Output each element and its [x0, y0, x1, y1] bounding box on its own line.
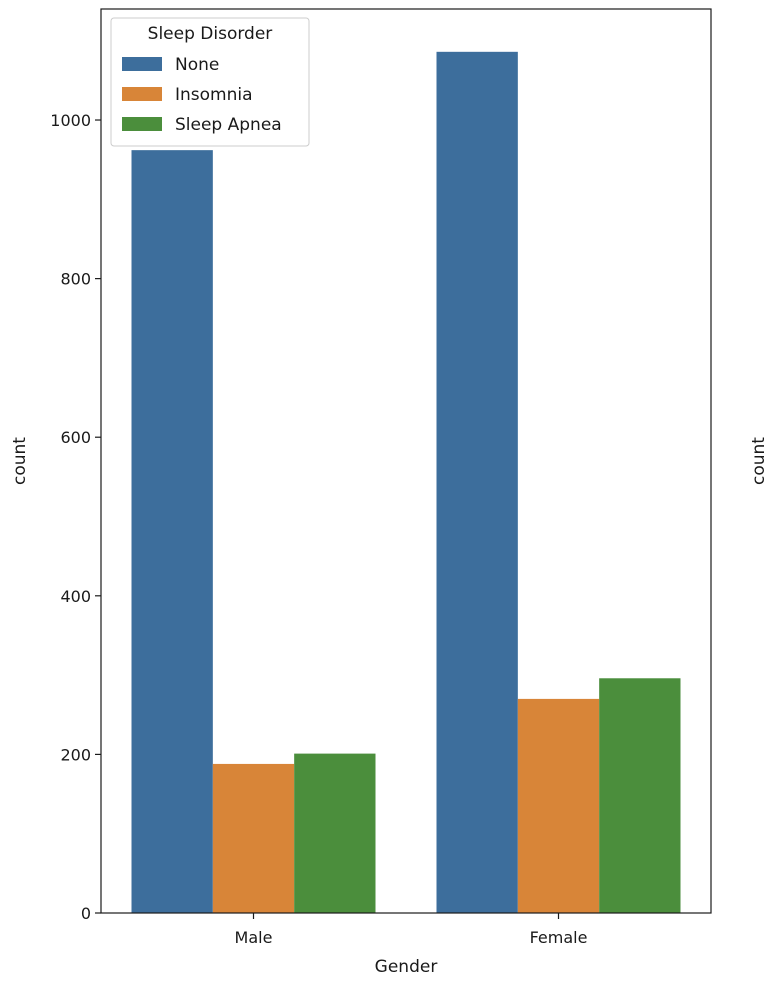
y-tick-label: 400 [60, 587, 91, 606]
x-axis-label: Gender [375, 957, 438, 977]
legend-label: Sleep Apnea [175, 115, 282, 135]
y-axis-ticks: 0 200 400 600 800 1000 [50, 111, 101, 923]
second-panel-y-axis-label: count [749, 437, 766, 485]
x-tick-label: Male [235, 928, 273, 947]
x-tick-label: Female [530, 928, 588, 947]
legend-swatch [122, 117, 162, 131]
bar-male-sleep-apnea [294, 753, 376, 913]
legend: Sleep Disorder None Insomnia Sleep Apnea [110, 17, 310, 147]
legend-label: None [175, 55, 219, 75]
y-tick-label: 800 [60, 270, 91, 289]
y-tick-label: 600 [60, 428, 91, 447]
y-tick-label: 200 [60, 745, 91, 764]
legend-items: None Insomnia Sleep Apnea [122, 55, 282, 135]
bar-female-sleep-apnea [599, 678, 681, 913]
bar-female-none [436, 51, 518, 914]
x-axis-ticks: Male Female [235, 913, 588, 947]
bars-layer [131, 51, 681, 914]
legend-swatch [122, 57, 162, 71]
bar-female-insomnia [517, 698, 600, 913]
y-axis-label: count [10, 437, 30, 485]
bar-male-insomnia [212, 763, 295, 913]
bar-male-none [131, 150, 213, 913]
y-tick-label: 0 [81, 904, 91, 923]
legend-label: Insomnia [175, 85, 253, 105]
legend-swatch [122, 87, 162, 101]
plot-frame [100, 8, 712, 914]
y-tick-label: 1000 [50, 111, 91, 130]
legend-box [110, 17, 310, 147]
legend-title: Sleep Disorder [148, 24, 273, 44]
